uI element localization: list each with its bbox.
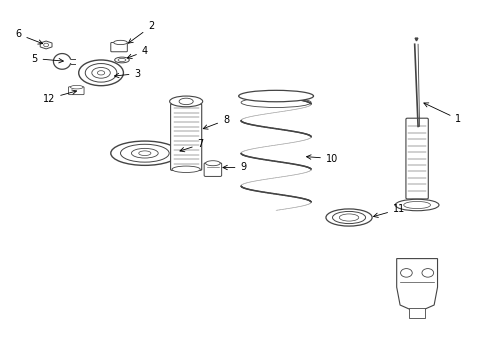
Circle shape [400, 269, 411, 277]
Ellipse shape [139, 151, 151, 156]
Circle shape [421, 269, 433, 277]
Ellipse shape [131, 148, 158, 158]
FancyBboxPatch shape [408, 308, 424, 318]
Text: 10: 10 [306, 154, 338, 163]
Circle shape [43, 43, 48, 47]
Text: 5: 5 [31, 54, 63, 64]
Text: 6: 6 [15, 29, 42, 44]
FancyBboxPatch shape [405, 118, 427, 199]
Text: 8: 8 [203, 115, 228, 129]
Ellipse shape [325, 209, 371, 226]
FancyBboxPatch shape [68, 87, 84, 95]
Text: 1: 1 [423, 103, 461, 124]
Ellipse shape [394, 199, 438, 211]
Ellipse shape [238, 90, 313, 102]
Ellipse shape [85, 64, 117, 82]
Polygon shape [40, 41, 52, 49]
Text: 7: 7 [180, 139, 203, 152]
Ellipse shape [97, 71, 104, 75]
Polygon shape [396, 258, 437, 310]
Text: 12: 12 [43, 90, 77, 104]
Ellipse shape [332, 211, 365, 224]
Ellipse shape [114, 40, 127, 45]
Ellipse shape [169, 96, 202, 107]
Ellipse shape [118, 58, 125, 62]
FancyBboxPatch shape [170, 104, 201, 170]
Text: 11: 11 [373, 204, 405, 217]
Ellipse shape [115, 57, 129, 63]
Ellipse shape [111, 141, 179, 165]
Text: 3: 3 [114, 68, 141, 78]
FancyBboxPatch shape [111, 42, 127, 52]
Ellipse shape [403, 202, 429, 208]
Ellipse shape [172, 166, 200, 172]
FancyBboxPatch shape [203, 163, 221, 176]
Ellipse shape [205, 161, 220, 166]
Text: 9: 9 [223, 162, 246, 172]
Text: 4: 4 [127, 46, 147, 58]
Ellipse shape [92, 67, 110, 78]
Ellipse shape [70, 85, 83, 89]
Ellipse shape [179, 98, 193, 105]
Ellipse shape [120, 144, 169, 162]
Text: 2: 2 [128, 21, 154, 43]
Ellipse shape [339, 214, 358, 221]
Ellipse shape [79, 60, 123, 86]
